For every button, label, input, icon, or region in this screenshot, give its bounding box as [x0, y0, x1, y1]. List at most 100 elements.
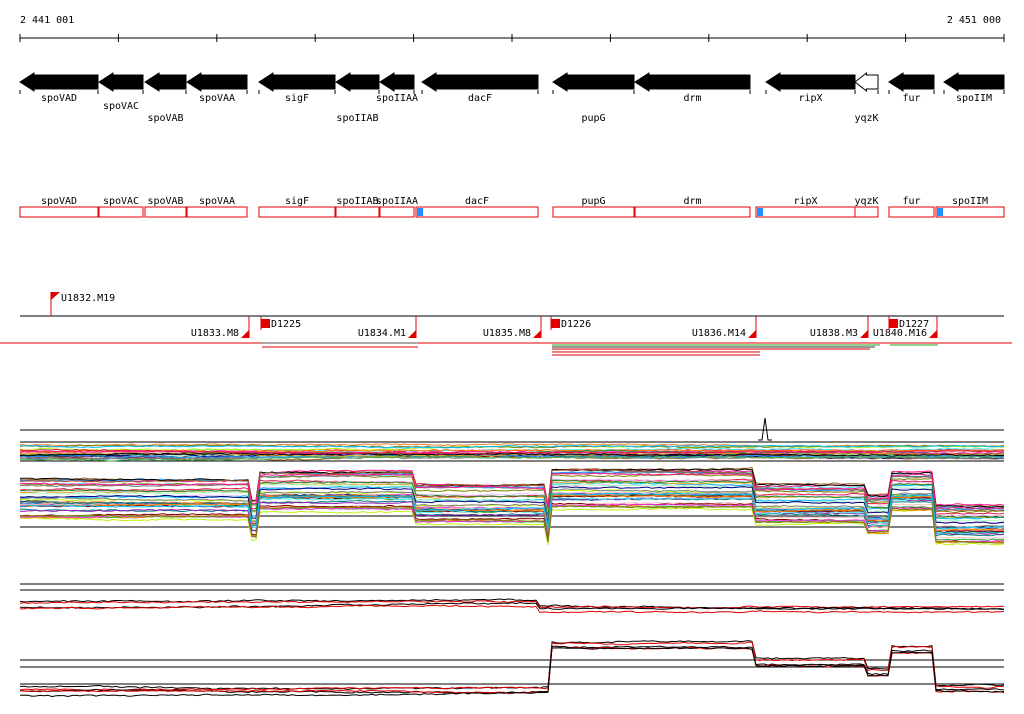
gene-box-label: dacF — [465, 196, 489, 207]
left-arrow-icon — [335, 72, 380, 92]
expression-profile-line — [19, 507, 1005, 546]
expression-profile-line — [19, 454, 1005, 459]
gene-box — [935, 206, 1005, 218]
expression-profile-panel-a — [19, 417, 1005, 546]
gene-box-label: sigF — [285, 196, 309, 207]
gene-box — [335, 206, 380, 218]
gene-label: spoIIAA — [376, 93, 418, 104]
expression-profile-line — [19, 600, 1005, 610]
expression-profile-line — [19, 448, 1005, 455]
promoter-marker — [417, 208, 423, 216]
red-flag-icon — [51, 292, 60, 300]
gene-box — [98, 206, 144, 218]
gene-box-label: spoIIM — [952, 196, 988, 207]
expression-profile-line — [19, 646, 1005, 698]
transcript-label: U1834.M1 — [358, 328, 406, 339]
red-triangle-icon — [533, 330, 541, 338]
coordinate-ruler: 2 441 001 2 451 000 — [19, 15, 1005, 42]
expression-profile-line — [19, 497, 1005, 536]
gene-box-label: pupG — [581, 196, 605, 207]
gene-box — [888, 206, 935, 218]
red-triangle-icon — [860, 330, 868, 338]
gene-box — [415, 206, 539, 218]
gene-box-track: spoVAD spoVAC spoVAB spoVAA sigF spoIIAB spoII… — [19, 196, 1005, 218]
expression-profile-line — [19, 483, 1005, 522]
expression-profile-panel-b — [19, 583, 1005, 698]
left-arrow-icon — [186, 72, 248, 92]
expression-profile-line — [19, 488, 1005, 528]
gene-label: pupG — [581, 113, 605, 124]
gene-label: spoVAB — [147, 113, 183, 124]
gene-label: spoVAC — [103, 101, 139, 112]
gene-box — [379, 206, 415, 218]
left-arrow-icon — [98, 72, 144, 92]
gene-label: spoIIAB — [336, 113, 378, 124]
left-arrow-icon — [854, 71, 879, 93]
left-arrow-icon — [552, 72, 635, 92]
start-coordinate: 2 441 001 — [20, 15, 74, 26]
expression-profile-line — [19, 452, 1005, 457]
gene-box-label: spoIIAB — [336, 196, 378, 207]
gene-box-label: spoVAB — [147, 196, 183, 207]
left-arrow-icon — [144, 72, 187, 92]
red-flag-icon — [889, 319, 898, 328]
transcript-track: U1832.M19 U1833.M8 D1225 U1834.M1 U1835.M8 D1… — [0, 292, 1012, 356]
expression-profile-line — [20, 604, 1005, 614]
gene-box — [19, 206, 99, 218]
gene-box-label: drm — [683, 196, 701, 207]
expression-profile-line — [19, 498, 1005, 537]
gene-label: dacF — [468, 93, 492, 104]
expression-profile-line — [19, 448, 1005, 453]
promoter-marker — [757, 208, 763, 216]
red-triangle-icon — [748, 330, 756, 338]
left-arrow-icon — [379, 72, 415, 92]
expression-profile-line — [19, 641, 1005, 691]
expression-profile-line — [20, 472, 1005, 510]
left-arrow-icon — [943, 72, 1005, 92]
left-arrow-icon — [258, 72, 336, 92]
expression-profile-line — [19, 455, 1005, 462]
gene-label: drm — [683, 93, 701, 104]
expression-profile-line — [19, 479, 1005, 519]
gene-label: yqzK — [854, 113, 878, 124]
gene-box — [634, 206, 751, 218]
transcript-label: U1835.M8 — [483, 328, 531, 339]
red-flag-icon — [261, 319, 270, 328]
gene-box-label: yqzK — [854, 196, 878, 207]
red-flag-icon — [551, 319, 560, 328]
gene-box-label: spoVAD — [41, 196, 77, 207]
gene-box — [144, 206, 187, 218]
transcript-label: U1832.M19 — [61, 293, 115, 304]
gene-label: fur — [902, 93, 920, 104]
gene-label: ripX — [798, 93, 822, 104]
gene-label: spoIIM — [956, 93, 992, 104]
gene-arrow-track: spoVAD spoVAC spoVAB spoVAA sigF spoIIAB spoII… — [19, 71, 1005, 124]
gene-label: sigF — [285, 93, 309, 104]
expression-profile-line — [19, 481, 1005, 521]
expression-spike — [758, 417, 772, 441]
transcript-label: D1225 — [271, 319, 301, 330]
transcript-label: D1227 — [899, 319, 929, 330]
left-arrow-icon — [19, 72, 99, 92]
left-arrow-icon — [888, 72, 935, 92]
expression-profile-line — [19, 452, 1005, 458]
end-coordinate: 2 451 000 — [947, 15, 1001, 26]
expression-profile-line — [19, 444, 1005, 449]
left-arrow-icon — [765, 72, 856, 92]
gene-box — [552, 206, 635, 218]
transcript-label: D1226 — [561, 319, 591, 330]
gene-box — [854, 206, 879, 218]
gene-box — [755, 206, 856, 218]
gene-box-label: fur — [902, 196, 920, 207]
expression-profile-line — [19, 505, 1005, 544]
gene-box-label: spoVAA — [199, 196, 235, 207]
transcript-label: U1838.M3 — [810, 328, 858, 339]
promoter-marker — [937, 208, 943, 216]
transcript-label: U1833.M8 — [191, 328, 239, 339]
transcript-label: U1836.M14 — [692, 328, 746, 339]
red-triangle-icon — [241, 330, 249, 338]
expression-profile-line — [19, 494, 1005, 532]
expression-profile-line — [19, 640, 1005, 691]
gene-box-label: spoVAC — [103, 196, 139, 207]
